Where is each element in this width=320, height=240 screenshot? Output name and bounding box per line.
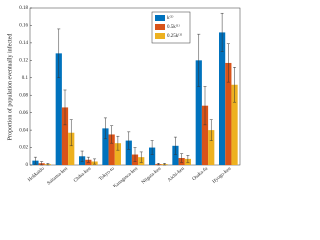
chart: Proportion of population eventually infe… [6, 6, 241, 187]
error-bar [93, 158, 97, 165]
error-bar [163, 163, 167, 166]
y-tick-label: 0.04 [19, 128, 28, 133]
x-tick-label: Hokkaido [27, 166, 46, 183]
error-bar [57, 28, 61, 79]
error-bar [180, 153, 184, 163]
bar [172, 145, 179, 165]
legend-label: 0.25k⁽¹⁾ [167, 33, 182, 39]
error-bar [40, 161, 44, 166]
error-bar [220, 12, 224, 52]
bar [231, 84, 238, 165]
bar [68, 132, 75, 165]
error-bar [186, 155, 190, 163]
error-bar [33, 156, 37, 165]
y-tick-label: 0.18 [19, 6, 28, 11]
bar [149, 147, 156, 165]
error-bar [69, 119, 73, 147]
error-bar [150, 140, 154, 155]
y-tick-label: 0.02 [19, 146, 28, 151]
error-bar [46, 163, 50, 166]
y-tick-label: 0.08 [19, 93, 28, 98]
bar [55, 53, 62, 165]
legend-swatch [155, 33, 165, 39]
error-bar [103, 117, 107, 140]
page: Proportion of population eventually infe… [6, 6, 241, 187]
bar [102, 128, 109, 165]
x-tick-label: Chiba-ken [73, 166, 93, 184]
x-tick-label: Hyogo-ken [212, 166, 233, 185]
x-tick-label: Kanagawa-ken [113, 166, 140, 187]
y-tick-label: 0 [26, 163, 29, 168]
error-bar [203, 86, 207, 126]
x-tick-label: Tokyo-to [98, 166, 116, 182]
bar [208, 130, 215, 165]
bar [201, 105, 209, 165]
bar [114, 143, 121, 165]
error-bar [127, 131, 131, 150]
y-axis-label: Proportion of population eventually infe… [6, 34, 13, 141]
bar [195, 60, 202, 166]
error-bar [139, 151, 143, 163]
x-tick-label: Aichi-ken [167, 166, 186, 183]
legend-swatch [155, 24, 165, 30]
y-tick-label: 0.16 [19, 24, 28, 29]
x-tick-label: Osaka-fu [192, 166, 210, 182]
error-bar [156, 163, 160, 166]
bar [125, 140, 132, 165]
error-bar [233, 67, 237, 103]
error-bar [63, 89, 67, 126]
x-tick-label: Niigata-ken [141, 166, 163, 185]
bar [108, 134, 115, 165]
bar [225, 62, 232, 166]
error-bar [173, 136, 177, 155]
error-bar [197, 33, 201, 87]
bar [219, 32, 226, 165]
x-tick-label: Saitama-ken [47, 166, 70, 186]
y-tick-label: 0.1 [22, 76, 29, 81]
error-bar [110, 125, 114, 144]
y-tick-label: 0.12 [19, 58, 28, 63]
error-bar [226, 43, 230, 83]
error-bar [133, 147, 137, 162]
y-tick-label: 0.06 [19, 111, 28, 116]
error-bar [80, 150, 84, 162]
error-bar [209, 119, 213, 141]
legend-label: 0.5k⁽¹⁾ [167, 24, 180, 30]
legend-label: k⁽¹⁾ [167, 15, 173, 21]
y-tick-label: 0.14 [19, 41, 28, 46]
legend-swatch [155, 15, 165, 21]
bar [61, 107, 69, 165]
error-bar [86, 156, 90, 163]
error-bar [116, 135, 120, 151]
